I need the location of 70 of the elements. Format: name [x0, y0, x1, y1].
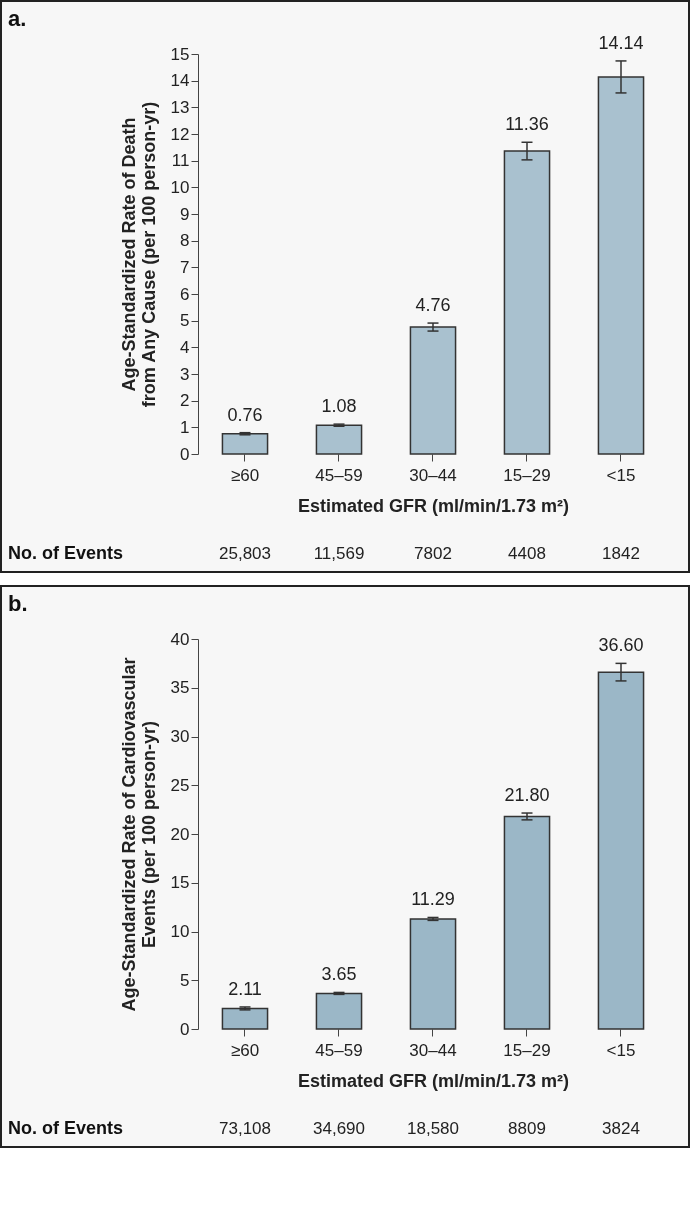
bar: [503, 815, 551, 1030]
x-tick-label: ≥60: [230, 1040, 260, 1060]
data-label: 2.11: [228, 978, 262, 999]
y-tick-label: 30: [170, 727, 190, 746]
y-tick-label: 10: [170, 922, 190, 941]
y-axis-title: Age-Standardized Rate of Cardiovascular Events (per 100 person-yr): [118, 657, 159, 1012]
text: 25,803: [219, 544, 271, 563]
x-tick-label: 30–44: [409, 465, 457, 485]
x-tick-label: 15–29: [503, 465, 551, 485]
x-tick-label: 45–59: [315, 465, 363, 485]
data-label: 0.76: [227, 404, 263, 425]
y-tick-label: 6: [180, 284, 190, 304]
y-tick-label: 15: [170, 873, 190, 893]
y-tick-label: 4: [180, 337, 190, 357]
text: 8809: [508, 1119, 546, 1138]
text: 34,690: [313, 1119, 365, 1138]
data-label: 3.65: [321, 964, 357, 985]
y-tick-label: 15: [170, 44, 190, 64]
x-tick-label: 30–44: [409, 1040, 457, 1060]
y-tick-label: 7: [180, 257, 190, 277]
text: b.: [8, 591, 28, 616]
x-tick-label: 15–29: [503, 1040, 551, 1060]
x-tick-label: 45–59: [315, 1040, 363, 1060]
text: No. of Events: [8, 543, 124, 563]
bar: [315, 992, 363, 1030]
y-tick-label: 14: [170, 71, 190, 91]
y-tick-label: 12: [170, 124, 190, 144]
y-tick-label: 2: [180, 391, 190, 411]
y-tick-label: 35: [170, 678, 190, 698]
bar: [409, 326, 457, 455]
y-tick-label: 5: [180, 970, 190, 990]
data-label: 1.08: [321, 396, 357, 417]
bar: [409, 918, 457, 1030]
y-tick-label: 40: [170, 629, 190, 649]
data-label: 21.80: [504, 785, 550, 806]
y-tick-label: 1: [180, 417, 190, 437]
y-tick-label: 0: [180, 1019, 190, 1039]
y-tick-label: 20: [170, 824, 190, 844]
bar: [315, 424, 363, 455]
y-tick-label: 13: [170, 97, 190, 117]
bar: [221, 432, 269, 455]
y-tick-label: 8: [180, 231, 190, 251]
x-tick-label: <15: [606, 465, 636, 485]
x-tick-label: ≥60: [230, 465, 260, 485]
y-tick-label: 25: [170, 775, 190, 795]
data-label: 4.76: [415, 295, 451, 316]
x-tick-label: <15: [606, 1040, 636, 1060]
x-axis-title: Estimated GFR (ml/min/1.73 m²): [297, 1070, 570, 1091]
y-tick-label: 9: [180, 204, 190, 224]
data-label: 11.29: [411, 889, 455, 910]
text: 1842: [602, 544, 640, 563]
data-label: 36.60: [598, 635, 644, 656]
text: 3824: [602, 1119, 640, 1138]
data-label: 14.14: [598, 32, 644, 53]
data-label: 11.36: [505, 114, 549, 135]
x-axis-title: Estimated GFR (ml/min/1.73 m²): [297, 495, 570, 516]
bar: [221, 1007, 269, 1030]
text: a.: [8, 6, 27, 31]
y-tick-label: 5: [180, 311, 190, 331]
text: 4408: [508, 544, 546, 563]
y-axis-title: Age-Standardized Rate of Death from Any Cause (per 100 person-yr): [118, 101, 159, 408]
text: No. of Events: [8, 1118, 124, 1138]
text: 73,108: [219, 1119, 271, 1138]
text: 7802: [414, 544, 452, 563]
y-tick-label: 11: [171, 151, 190, 171]
y-tick-label: 3: [180, 364, 190, 384]
text: 18,580: [407, 1119, 459, 1138]
y-tick-label: 10: [170, 177, 190, 197]
text: 11,569: [313, 544, 365, 563]
y-tick-label: 0: [180, 444, 190, 464]
